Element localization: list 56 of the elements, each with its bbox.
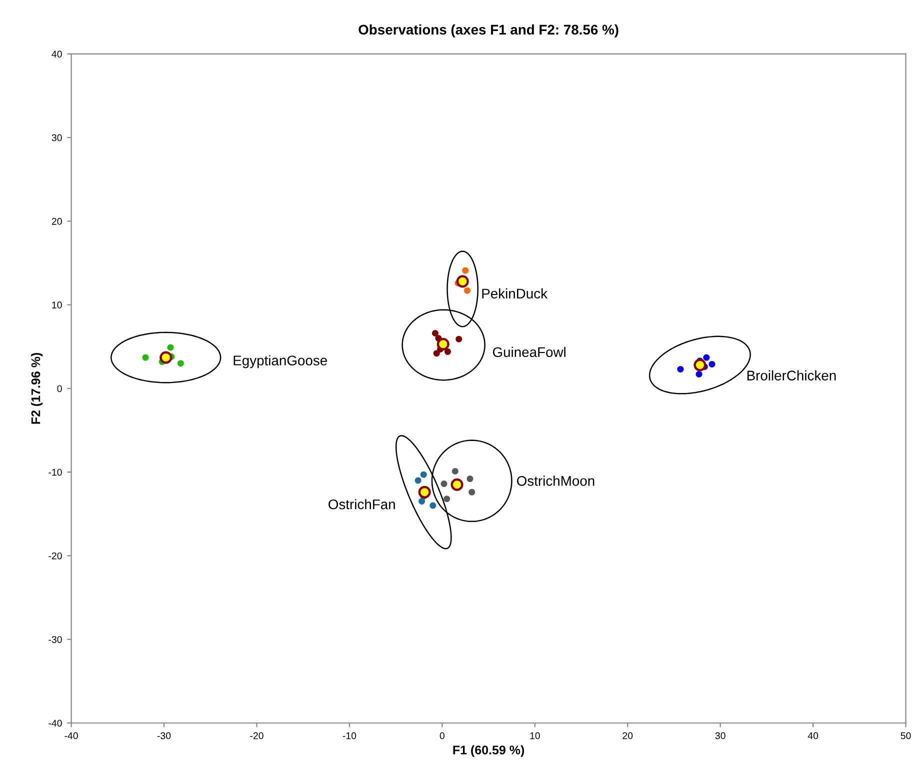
annotation: EgyptianGoose: [234, 355, 327, 368]
x-tick-label: -30: [157, 732, 171, 740]
point: [436, 338, 450, 350]
annotation: PekinDuck: [482, 288, 548, 299]
y-tick-label: 20: [52, 218, 62, 225]
x-tick-label: 10: [530, 732, 540, 740]
y-tick-label: 30: [52, 134, 62, 142]
point: [677, 366, 684, 372]
x-tick-label: 40: [808, 732, 818, 740]
point: [694, 358, 706, 372]
y-tick-label: -30: [48, 636, 62, 643]
y-tick-label: -40: [48, 720, 62, 727]
annotation: OstrichFan: [328, 499, 395, 510]
x-tick-label: 50: [900, 732, 911, 740]
point: [444, 348, 451, 355]
point: [466, 476, 474, 482]
point: [450, 478, 464, 491]
annotation: OstrichMoon: [517, 476, 594, 486]
point: [433, 350, 440, 357]
x-tick-label: -10: [342, 732, 356, 740]
point: [430, 502, 436, 509]
x-tick-label: 30: [715, 732, 726, 740]
point: [456, 336, 462, 342]
point: [432, 330, 438, 337]
point: [444, 496, 450, 502]
x-tick-label: -20: [250, 732, 264, 740]
point: [703, 354, 710, 361]
point: [167, 344, 174, 351]
annotation: GuineaFowl: [492, 346, 566, 358]
chart-title: Observations (axes F1 and F2: 78.56 %): [358, 24, 618, 38]
y-tick-label: -10: [48, 468, 62, 476]
point: [456, 275, 469, 288]
point: [696, 370, 702, 378]
point: [420, 471, 427, 478]
y-tick-label: 0: [57, 385, 62, 392]
x-tick-label: -40: [64, 732, 78, 740]
y-tick-label: 40: [52, 50, 62, 58]
x-tick-label: 20: [622, 732, 633, 740]
point: [414, 477, 422, 484]
point: [462, 267, 469, 274]
y-axis-title: F2 (17.96 %): [31, 352, 43, 424]
point: [440, 480, 448, 488]
y-tick-label: 10: [52, 302, 62, 308]
point: [708, 360, 716, 368]
point: [468, 488, 476, 496]
y-tick-label: -20: [48, 552, 62, 560]
point: [464, 287, 470, 294]
point: [177, 360, 184, 367]
annotation: BroilerChicken: [747, 370, 836, 380]
x-tick-label: 0: [440, 732, 444, 740]
point: [142, 354, 149, 361]
x-axis-title: F1 (60.59 %): [453, 745, 524, 757]
point: [418, 486, 431, 498]
point: [452, 468, 458, 475]
point: [160, 351, 172, 364]
point: [418, 498, 426, 505]
